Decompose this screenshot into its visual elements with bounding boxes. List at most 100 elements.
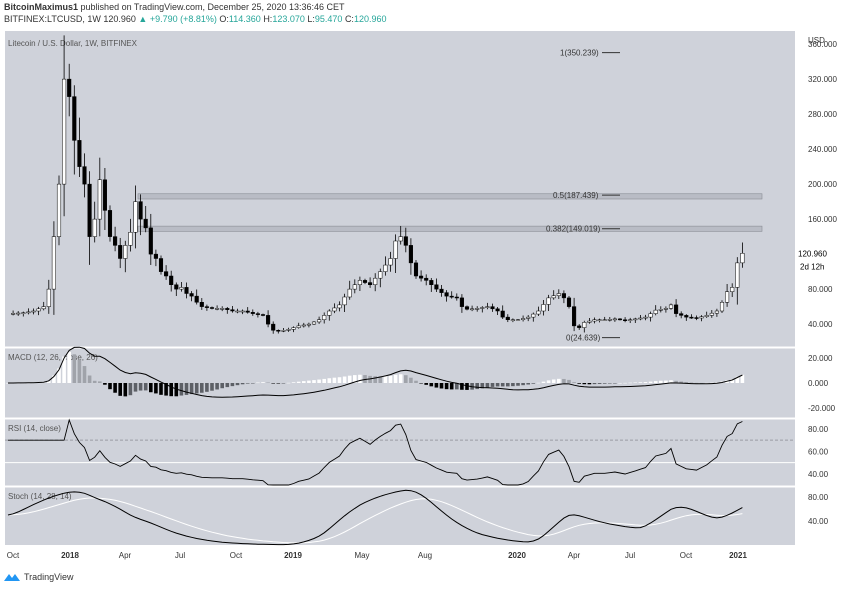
candle-body	[398, 236, 403, 242]
candle-body	[107, 210, 113, 237]
macd-histogram-bar	[480, 383, 485, 389]
tradingview-footer[interactable]: TradingView	[4, 572, 74, 582]
candle-body	[383, 264, 388, 272]
macd-histogram-bar	[475, 383, 479, 390]
macd-histogram-bar	[409, 377, 413, 383]
candle-body	[225, 308, 230, 310]
macd-histogram-bar	[312, 380, 316, 383]
candle-body	[587, 320, 592, 323]
macd-histogram-bar	[536, 382, 541, 384]
candle-body	[31, 310, 36, 313]
low-value: 95.470	[314, 14, 343, 24]
candle-body	[684, 315, 689, 318]
candle-body	[643, 316, 648, 319]
macd-histogram-bar	[699, 382, 704, 384]
candle-body	[668, 304, 674, 309]
candle-body	[143, 218, 148, 229]
candle-body	[638, 317, 643, 320]
price-axis-tick: 80.000	[808, 285, 833, 294]
macd-line	[8, 346, 743, 398]
time-axis-tick: Oct	[680, 551, 693, 560]
macd-histogram-bar	[623, 382, 627, 384]
candle-body	[413, 262, 419, 277]
macd-histogram-bar	[679, 381, 683, 383]
macd-histogram-bar	[694, 382, 699, 384]
macd-histogram-bar	[715, 382, 719, 383]
candle-body	[189, 293, 194, 297]
macd-histogram-bar	[383, 376, 388, 383]
candle-body	[16, 312, 21, 315]
rsi-axis-tick: 80.00	[808, 425, 829, 434]
macd-histogram-bar	[689, 382, 694, 384]
macd-histogram-bar	[490, 383, 495, 387]
macd-histogram-bar	[557, 378, 561, 383]
candle-body	[653, 309, 658, 314]
rsi-axis-tick: 60.00	[808, 447, 829, 456]
macd-histogram-bar	[72, 354, 77, 383]
candle-body	[301, 324, 306, 327]
stoch-axis-tick: 40.00	[808, 517, 829, 526]
author-name[interactable]: BitcoinMaximus1	[4, 2, 79, 12]
time-axis-tick: 2019	[284, 551, 302, 560]
candle-body	[56, 183, 62, 237]
tradingview-brand: TradingView	[24, 572, 74, 582]
candle-body	[561, 293, 566, 299]
rsi-pane-label: RSI (14, close)	[8, 424, 61, 433]
macd-histogram-bar	[404, 375, 408, 383]
candle-body	[87, 183, 92, 237]
macd-histogram-bar	[572, 382, 576, 383]
candle-body	[566, 297, 572, 307]
macd-histogram-bar	[108, 383, 112, 390]
candle-body	[490, 306, 495, 310]
stoch-axis-tick: 80.00	[808, 493, 829, 502]
candle-body	[286, 329, 291, 331]
resistance-zone	[137, 193, 763, 200]
macd-histogram-bar	[230, 383, 235, 387]
candle-body	[337, 304, 342, 309]
rsi-axis-tick: 40.00	[808, 470, 829, 479]
macd-histogram-bar	[327, 378, 332, 383]
candle-body	[551, 295, 556, 299]
candle-body	[240, 310, 245, 313]
macd-histogram-bar	[103, 383, 107, 385]
macd-histogram-bar	[465, 383, 469, 390]
candle-body	[470, 308, 475, 311]
macd-histogram-bar	[154, 383, 158, 394]
macd-histogram-bar	[602, 383, 607, 384]
candle-body	[607, 319, 612, 321]
macd-histogram-bar	[302, 381, 306, 383]
candle-body	[220, 308, 225, 310]
candle-body	[510, 319, 515, 321]
macd-histogram-bar	[62, 356, 66, 383]
macd-histogram-bar	[271, 383, 275, 384]
candle-body	[174, 284, 179, 290]
macd-histogram-bar	[215, 383, 219, 390]
price-axis-tick: 240.000	[808, 145, 837, 154]
candle-body	[388, 258, 393, 266]
candle-body	[699, 316, 704, 319]
candle-body	[26, 311, 31, 314]
macd-histogram-bar	[143, 383, 148, 391]
macd-histogram-bar	[149, 383, 153, 393]
candle-body	[623, 319, 628, 321]
macd-histogram-bar	[582, 383, 587, 385]
candle-body	[679, 313, 684, 316]
candle-body	[72, 96, 77, 141]
candle-body	[276, 330, 281, 332]
time-axis-tick: May	[354, 551, 369, 560]
macd-histogram-bar	[424, 383, 428, 385]
candle-body	[694, 317, 699, 319]
candle-body	[118, 245, 123, 259]
candle-body	[260, 314, 266, 316]
macd-histogram-bar	[98, 381, 102, 383]
candle-body	[393, 240, 398, 259]
macd-histogram-bar	[562, 378, 566, 383]
candle-body	[730, 287, 735, 292]
price-axis-tick: 360.000	[808, 40, 837, 49]
candle-body	[77, 140, 82, 167]
candle-body	[209, 307, 215, 309]
candle-body	[617, 318, 623, 321]
macd-histogram-bar	[628, 382, 632, 384]
candle-body	[633, 318, 638, 321]
